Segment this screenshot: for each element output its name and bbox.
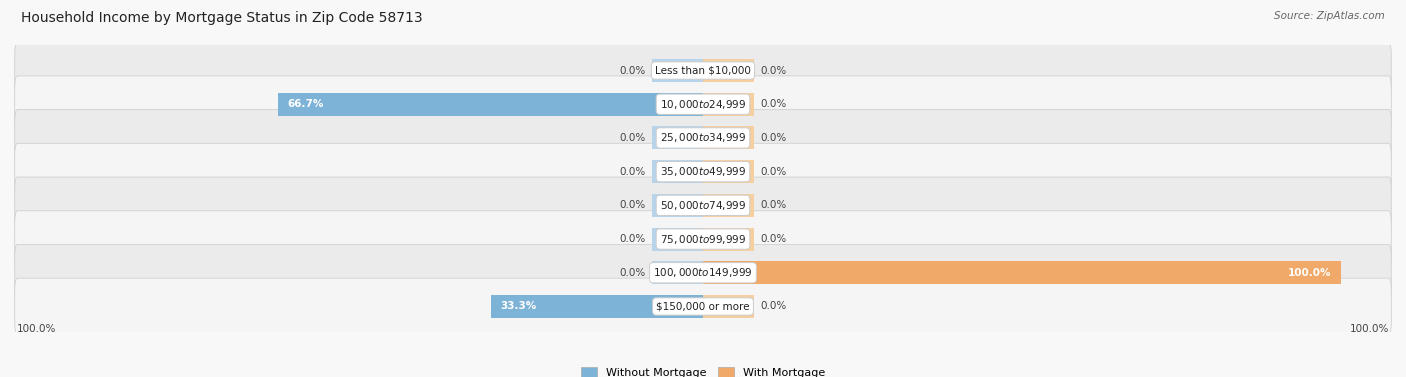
Bar [652,126,703,149]
Text: $35,000 to $49,999: $35,000 to $49,999 [659,165,747,178]
FancyBboxPatch shape [14,244,1392,301]
Bar [703,228,754,251]
Bar [652,59,703,82]
FancyBboxPatch shape [14,76,1392,133]
Text: 33.3%: 33.3% [501,302,537,311]
Bar [703,126,754,149]
Text: 0.0%: 0.0% [619,200,645,210]
Bar [491,295,703,318]
Bar [703,194,754,217]
FancyBboxPatch shape [14,278,1392,335]
FancyBboxPatch shape [14,177,1392,234]
Text: 0.0%: 0.0% [761,133,787,143]
Bar [652,228,703,251]
Text: 66.7%: 66.7% [287,99,323,109]
Text: 0.0%: 0.0% [619,133,645,143]
Bar [703,93,754,116]
Text: $100,000 to $149,999: $100,000 to $149,999 [654,266,752,279]
Text: 100.0%: 100.0% [17,324,56,334]
Bar [703,261,1341,284]
Text: 0.0%: 0.0% [761,200,787,210]
FancyBboxPatch shape [14,143,1392,200]
Bar [652,261,703,284]
Bar [652,160,703,183]
Text: 0.0%: 0.0% [761,302,787,311]
Text: Less than $10,000: Less than $10,000 [655,66,751,75]
FancyBboxPatch shape [14,110,1392,166]
FancyBboxPatch shape [14,42,1392,99]
Text: 0.0%: 0.0% [761,234,787,244]
Bar [277,93,703,116]
Text: 0.0%: 0.0% [619,234,645,244]
Bar [703,160,754,183]
Legend: Without Mortgage, With Mortgage: Without Mortgage, With Mortgage [581,367,825,377]
FancyBboxPatch shape [14,211,1392,267]
Text: 0.0%: 0.0% [761,66,787,75]
Bar [703,295,754,318]
Bar [652,194,703,217]
Text: Household Income by Mortgage Status in Zip Code 58713: Household Income by Mortgage Status in Z… [21,11,423,25]
Text: $75,000 to $99,999: $75,000 to $99,999 [659,233,747,245]
Text: $50,000 to $74,999: $50,000 to $74,999 [659,199,747,212]
Text: 0.0%: 0.0% [619,268,645,278]
Text: $25,000 to $34,999: $25,000 to $34,999 [659,132,747,144]
Bar [703,59,754,82]
Text: 0.0%: 0.0% [619,167,645,177]
Text: 100.0%: 100.0% [1288,268,1331,278]
Text: 100.0%: 100.0% [1350,324,1389,334]
Text: $150,000 or more: $150,000 or more [657,302,749,311]
Text: 0.0%: 0.0% [619,66,645,75]
Text: Source: ZipAtlas.com: Source: ZipAtlas.com [1274,11,1385,21]
Text: $10,000 to $24,999: $10,000 to $24,999 [659,98,747,111]
Text: 0.0%: 0.0% [761,99,787,109]
Text: 0.0%: 0.0% [761,167,787,177]
